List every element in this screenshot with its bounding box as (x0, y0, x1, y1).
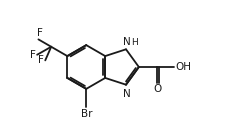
Text: OH: OH (176, 62, 192, 72)
Text: N: N (123, 37, 131, 47)
Text: O: O (153, 85, 162, 94)
Text: F: F (38, 55, 44, 65)
Text: F: F (30, 50, 36, 60)
Text: H: H (131, 38, 138, 47)
Text: Br: Br (81, 109, 92, 119)
Text: F: F (37, 28, 43, 38)
Text: N: N (123, 89, 131, 99)
